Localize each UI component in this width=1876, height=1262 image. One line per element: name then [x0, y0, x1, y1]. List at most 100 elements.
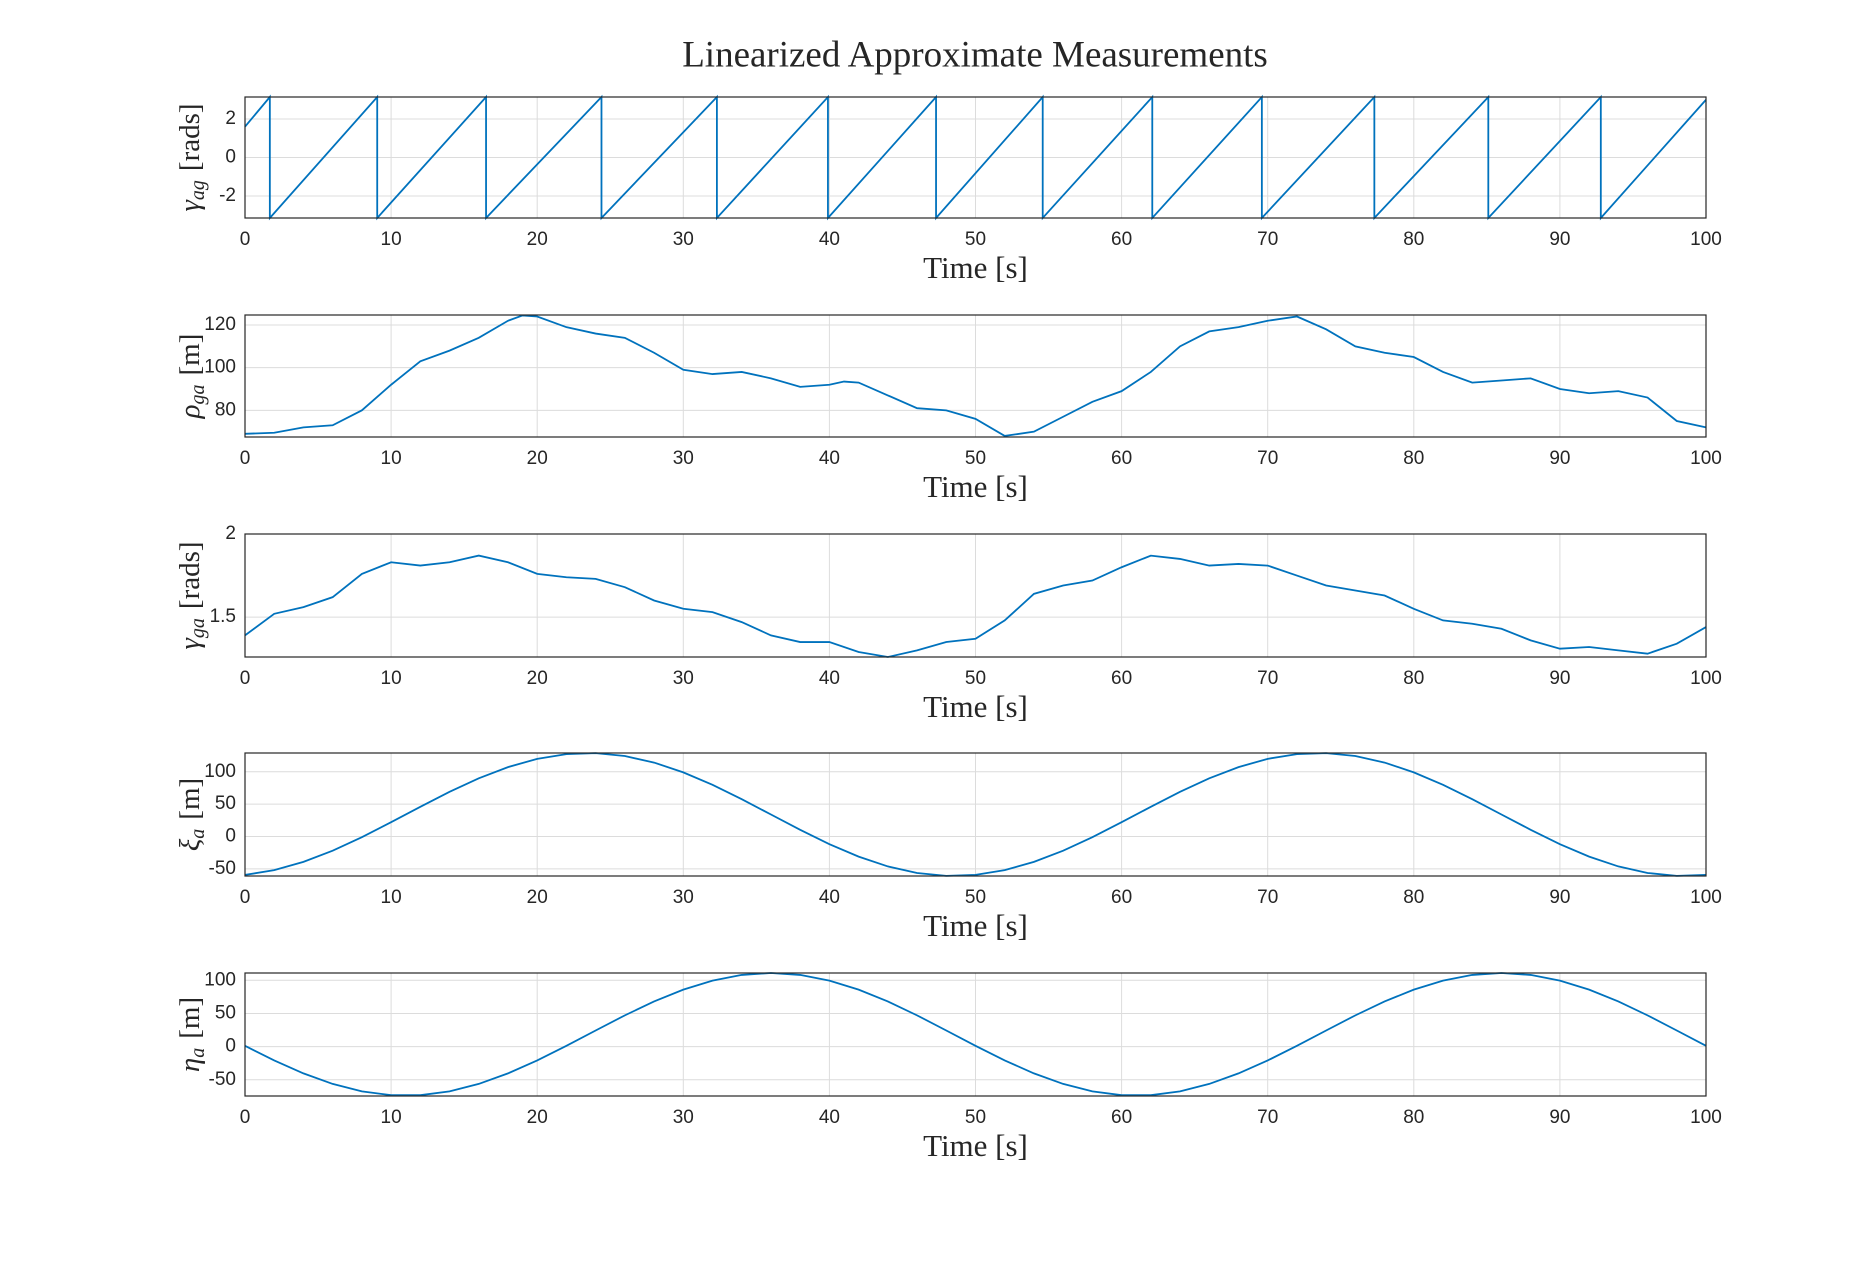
x-tick-label: 70: [1257, 229, 1278, 250]
x-tick-label: 100: [1690, 668, 1722, 689]
y-label-subscript: ga: [187, 618, 209, 638]
y-label-unit: [m]: [174, 334, 206, 376]
x-tick-label: 90: [1549, 1107, 1570, 1128]
x-tick-label: 10: [381, 668, 402, 689]
x-tick-label: 80: [1403, 887, 1424, 908]
y-tick-label: 1.5: [210, 606, 236, 627]
axes-box: [244, 96, 1707, 219]
x-tick-label: 20: [527, 668, 548, 689]
x-tick-label: 80: [1403, 668, 1424, 689]
x-axis-label: Time [s]: [923, 908, 1028, 943]
y-tick-label: -50: [209, 858, 236, 879]
x-axis-label: Time [s]: [923, 689, 1028, 724]
data-line: [244, 554, 1707, 658]
x-tick-label: 80: [1403, 448, 1424, 469]
x-tick-label: 30: [673, 668, 694, 689]
x-tick-label: 60: [1111, 1107, 1132, 1128]
x-tick-label: 70: [1257, 668, 1278, 689]
x-tick-label: 30: [673, 1107, 694, 1128]
y-axis-label: ρga [m]: [174, 334, 209, 420]
x-tick-label: 10: [381, 887, 402, 908]
y-label-symbol: η: [174, 1058, 206, 1072]
x-tick-label: 20: [527, 1107, 548, 1128]
x-tick-label: 10: [381, 1107, 402, 1128]
x-tick-label: 90: [1549, 887, 1570, 908]
x-tick-label: 30: [673, 448, 694, 469]
x-tick-label: 20: [527, 887, 548, 908]
x-tick-label: 100: [1690, 229, 1722, 250]
y-axis-label: γag [rads]: [174, 103, 209, 211]
x-tick-label: 60: [1111, 887, 1132, 908]
y-tick-label: 50: [215, 793, 236, 814]
axes-box: [244, 752, 1707, 877]
x-tick-label: 0: [240, 887, 251, 908]
x-axis-label: Time [s]: [923, 1128, 1028, 1163]
y-label-symbol: γ: [174, 199, 206, 212]
x-tick-label: 40: [819, 229, 840, 250]
x-tick-label: 100: [1690, 887, 1722, 908]
y-tick-label: 120: [204, 314, 236, 335]
x-tick-label: 90: [1549, 448, 1570, 469]
y-label-unit: [m]: [174, 778, 206, 820]
y-label-subscript: ga: [187, 384, 209, 404]
x-tick-label: 0: [240, 448, 251, 469]
y-tick-label: 0: [225, 1036, 236, 1057]
x-tick-label: 100: [1690, 1107, 1722, 1128]
data-line: [244, 314, 1707, 437]
y-tick-label: -2: [219, 185, 236, 206]
y-tick-label: 100: [204, 357, 236, 378]
y-label-symbol: ξ: [174, 838, 206, 851]
x-tick-label: 40: [819, 1107, 840, 1128]
x-tick-label: 100: [1690, 448, 1722, 469]
y-label-subscript: ag: [187, 180, 209, 200]
y-label-unit: [rads]: [174, 103, 206, 171]
data-line: [244, 972, 1707, 1097]
y-label-symbol: ρ: [174, 404, 206, 419]
x-tick-label: 50: [965, 1107, 986, 1128]
x-tick-label: 40: [819, 887, 840, 908]
y-tick-label: 100: [204, 969, 236, 990]
data-line: [244, 752, 1707, 877]
x-tick-label: 80: [1403, 1107, 1424, 1128]
x-tick-label: 0: [240, 668, 251, 689]
y-tick-label: 0: [225, 147, 236, 168]
data-line: [244, 94, 1707, 221]
x-tick-label: 50: [965, 448, 986, 469]
x-tick-label: 10: [381, 448, 402, 469]
x-tick-label: 60: [1111, 229, 1132, 250]
x-tick-label: 0: [240, 229, 251, 250]
y-axis-label: γga [rads]: [174, 541, 209, 649]
x-tick-label: 40: [819, 448, 840, 469]
y-label-unit: [rads]: [174, 541, 206, 609]
y-label-subscript: a: [187, 1048, 209, 1058]
x-tick-label: 30: [673, 887, 694, 908]
x-tick-label: 60: [1111, 668, 1132, 689]
y-axis-label: ηa [m]: [174, 997, 209, 1072]
x-tick-label: 40: [819, 668, 840, 689]
x-tick-label: 80: [1403, 229, 1424, 250]
x-tick-label: 60: [1111, 448, 1132, 469]
x-tick-label: 70: [1257, 887, 1278, 908]
y-label-unit: [m]: [174, 997, 206, 1039]
axes-box: [244, 314, 1707, 438]
y-label-symbol: γ: [174, 637, 206, 650]
y-tick-label: 50: [215, 1002, 236, 1023]
axes-box: [244, 972, 1707, 1097]
y-tick-label: 100: [204, 761, 236, 782]
x-tick-label: 70: [1257, 448, 1278, 469]
x-tick-label: 90: [1549, 668, 1570, 689]
figure-title: Linearized Approximate Measurements: [682, 34, 1268, 75]
axes-box: [244, 533, 1707, 658]
x-tick-label: 50: [965, 668, 986, 689]
x-tick-label: 50: [965, 887, 986, 908]
x-axis-label: Time [s]: [923, 250, 1028, 285]
y-tick-label: 80: [215, 399, 236, 420]
y-label-subscript: a: [187, 829, 209, 839]
x-tick-label: 20: [527, 448, 548, 469]
x-axis-label: Time [s]: [923, 469, 1028, 504]
y-tick-label: 2: [225, 108, 236, 129]
y-tick-label: 0: [225, 826, 236, 847]
x-tick-label: 10: [381, 229, 402, 250]
y-tick-label: 2: [225, 523, 236, 544]
